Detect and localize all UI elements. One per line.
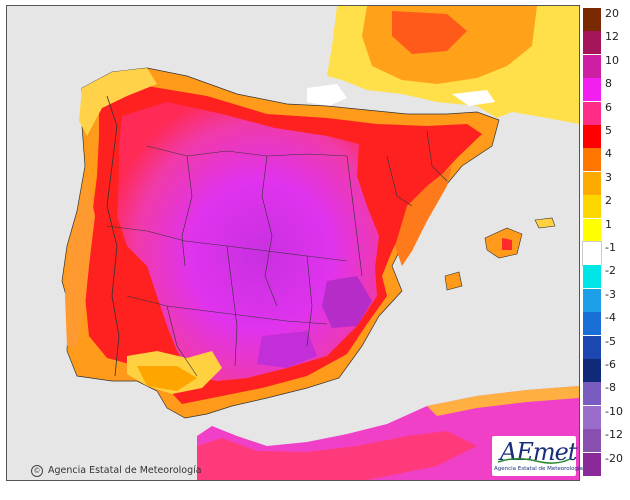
legend-swatch	[583, 405, 601, 429]
map-canvas	[7, 6, 579, 480]
legend-swatch	[583, 8, 601, 31]
legend-label: -8	[605, 381, 616, 395]
legend-swatch	[583, 265, 601, 289]
logo-swoosh-icon	[497, 458, 571, 464]
legend-label: 3	[605, 170, 612, 184]
legend-label: -1	[605, 241, 616, 254]
legend-swatch	[583, 382, 601, 406]
legend-label: -2	[605, 264, 616, 278]
east-coast-band	[395, 166, 452, 266]
legend-label: -3	[605, 287, 616, 301]
legend-swatch	[583, 125, 601, 148]
purple-patch-east	[322, 276, 372, 328]
legend-label: 5	[605, 124, 612, 137]
legend-swatch	[583, 195, 601, 219]
legend-swatch	[583, 312, 601, 336]
legend-swatch	[583, 171, 601, 195]
portugal-coast	[65, 176, 95, 346]
north-africa-coast-yellow	[427, 386, 579, 416]
legend-swatch	[583, 452, 601, 476]
legend-swatch	[583, 101, 601, 125]
color-legend: 20 12 10 8 6 5 4 3 2 1 -1 -2 -3 -4 -5 -6 -8 -10 -12 -20	[582, 7, 627, 476]
france-white-patch	[307, 84, 347, 106]
anomaly-map	[6, 5, 580, 481]
logo-caption: Agencia Estatal de Meteorología	[494, 466, 583, 472]
legend-label: -12	[605, 428, 623, 442]
legend-swatch	[583, 218, 601, 242]
france-hotspot	[392, 11, 467, 54]
menorca	[534, 217, 556, 229]
aemet-logo: AEmet Agencia Estatal de Meteorología	[492, 436, 583, 476]
france-white-patch-2	[452, 90, 495, 106]
map-credit: Agencia Estatal de Meteorología	[48, 465, 202, 476]
legend-label: 6	[605, 100, 612, 114]
legend-label: 8	[605, 77, 612, 91]
legend-swatch	[583, 54, 601, 78]
legend-swatch	[583, 78, 601, 102]
legend-label: -5	[605, 334, 616, 348]
northwest-coast	[79, 68, 157, 136]
north-africa-red-edge	[197, 431, 477, 480]
south-orange-patch	[137, 366, 197, 391]
legend-swatch	[583, 148, 601, 172]
legend-label: 10	[605, 53, 619, 67]
legend-label: 2	[605, 194, 612, 208]
legend-label: -6	[605, 358, 616, 371]
legend-label: -4	[605, 311, 616, 325]
legend-label: 4	[605, 147, 612, 161]
legend-swatch	[583, 31, 601, 55]
mallorca-core	[502, 238, 512, 250]
spain-portugal-border	[106, 95, 120, 377]
region-borders	[106, 130, 448, 377]
legend-label: 1	[605, 217, 612, 231]
legend-swatch	[583, 335, 601, 359]
legend-swatch	[583, 288, 601, 312]
legend-swatch	[583, 429, 601, 453]
legend-label: -20	[605, 451, 623, 465]
iberia-interior	[117, 102, 379, 381]
ibiza	[444, 271, 463, 291]
legend-swatch	[583, 359, 601, 382]
legend-label: 12	[605, 30, 619, 44]
legend-swatch	[582, 241, 602, 266]
purple-patch-south	[257, 331, 317, 368]
legend-label: 20	[605, 7, 619, 20]
copyright-icon: ©	[31, 465, 43, 477]
legend-label: -10	[605, 404, 623, 418]
